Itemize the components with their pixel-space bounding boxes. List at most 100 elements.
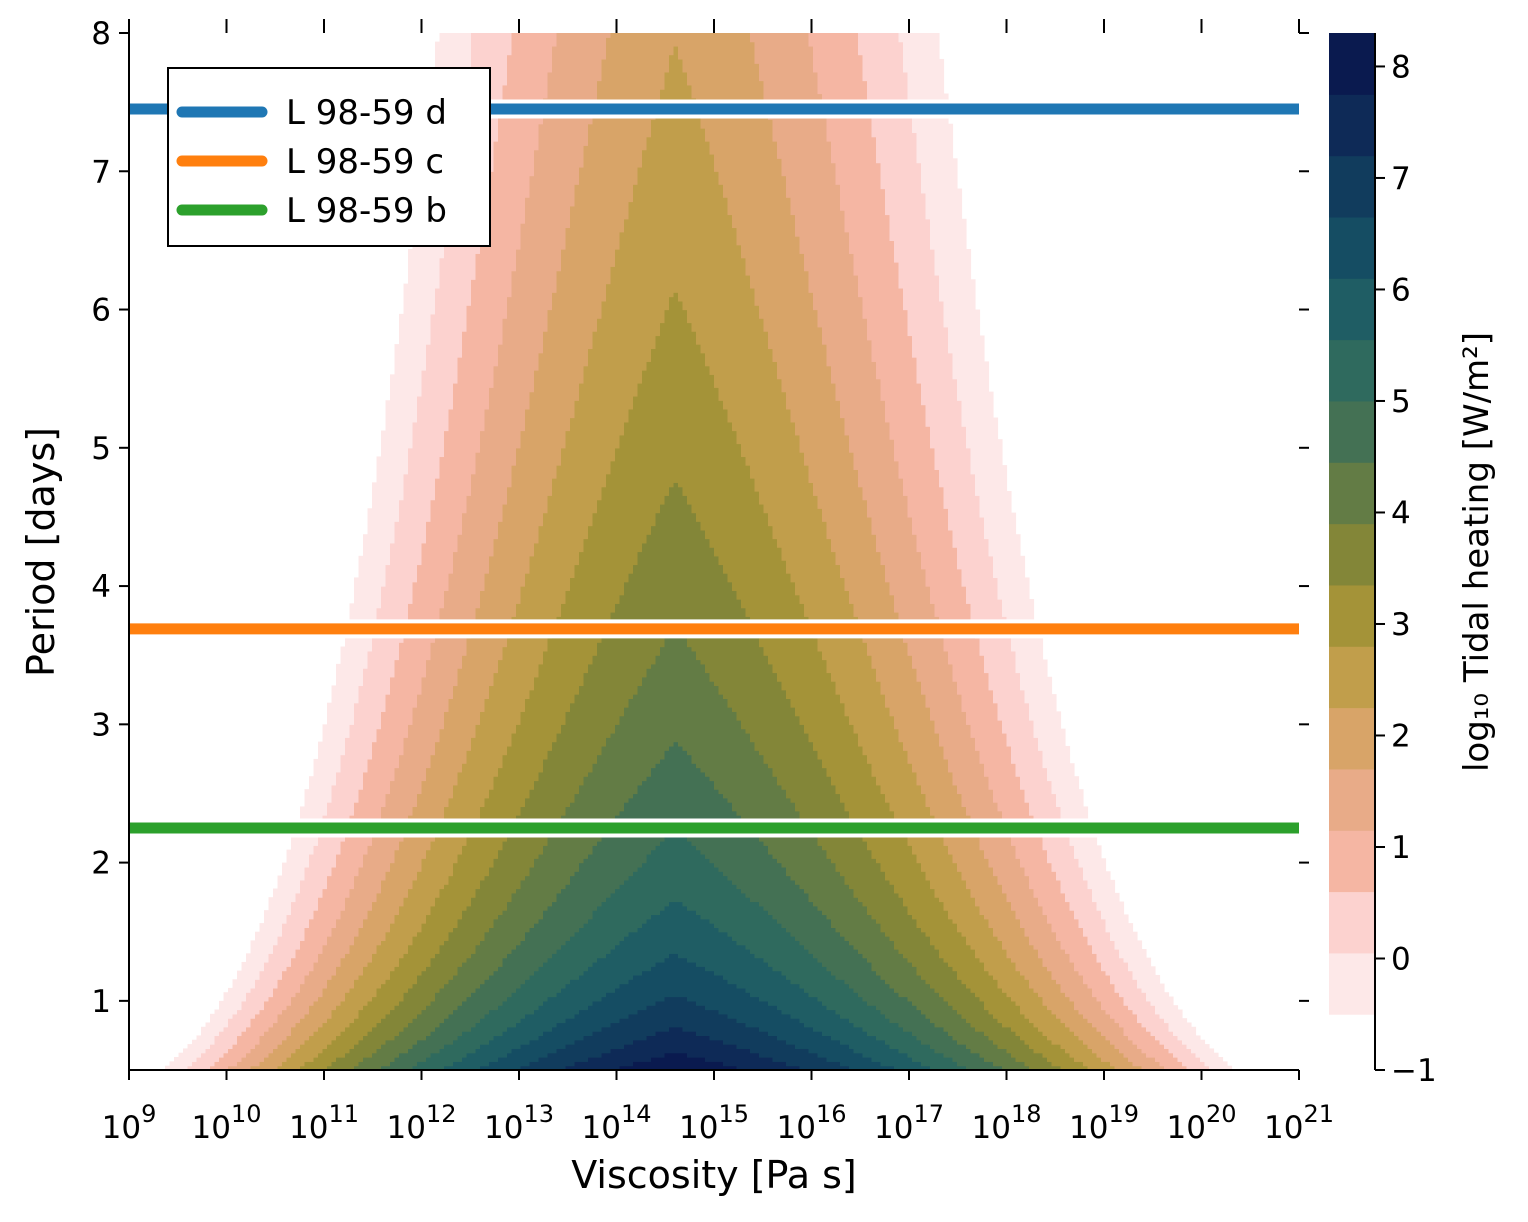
contour-cell xyxy=(304,927,310,976)
contour-cell xyxy=(790,707,796,803)
contour-cell xyxy=(705,970,711,1011)
contour-cell xyxy=(678,1052,684,1070)
contour-cell xyxy=(300,983,306,1019)
contour-cell xyxy=(871,858,877,920)
contour-cell xyxy=(952,1039,958,1062)
contour-cell xyxy=(705,776,711,859)
contour-cell xyxy=(376,607,382,730)
contour-cell xyxy=(273,1022,279,1049)
contour-cell xyxy=(381,586,387,712)
contour-cell xyxy=(925,1044,931,1067)
contour-cell xyxy=(498,1005,504,1037)
contour-cell xyxy=(358,927,364,976)
contour-cell xyxy=(651,1035,657,1058)
contour-cell xyxy=(543,1057,549,1070)
contour-cell xyxy=(453,685,459,786)
contour-cell xyxy=(826,1061,832,1070)
contour-cell xyxy=(606,283,612,475)
contour-cell xyxy=(1164,992,1170,1024)
contour-cell xyxy=(543,97,549,332)
contour-cell xyxy=(736,33,742,246)
contour-cell xyxy=(471,620,477,738)
contour-cell xyxy=(502,1057,508,1070)
contour-cell xyxy=(457,1061,463,1070)
contour-cell xyxy=(552,292,558,479)
contour-cell xyxy=(367,758,373,846)
contour-cell xyxy=(534,858,540,924)
contour-cell xyxy=(966,1022,972,1049)
contour-cell xyxy=(574,694,580,795)
contour-cell xyxy=(1042,1057,1048,1070)
contour-cell xyxy=(480,1065,486,1070)
contour-cell xyxy=(552,741,558,833)
contour-cell xyxy=(1065,832,1071,903)
contour-cell xyxy=(916,862,922,929)
contour-cell xyxy=(1092,832,1098,903)
contour-cell xyxy=(498,1035,504,1058)
contour-cell xyxy=(525,979,531,1015)
contour-cell xyxy=(385,871,391,933)
contour-cell xyxy=(471,737,477,829)
contour-cell xyxy=(187,1065,193,1070)
contour-cell xyxy=(462,845,468,911)
contour-cell xyxy=(862,957,868,1002)
contour-cell xyxy=(948,352,954,531)
contour-cell xyxy=(669,1026,675,1054)
contour-cell xyxy=(853,992,859,1028)
contour-cell xyxy=(430,905,436,959)
contour-cell xyxy=(921,404,927,570)
contour-cell xyxy=(691,650,697,764)
contour-cell xyxy=(889,1022,895,1049)
contour-cell xyxy=(840,802,846,877)
contour-cell xyxy=(579,1039,585,1062)
contour-cell xyxy=(655,961,661,1002)
contour-cell xyxy=(673,996,679,1028)
contour-cell xyxy=(597,754,603,842)
contour-cell xyxy=(291,1052,297,1070)
contour-cell xyxy=(1110,940,1116,985)
contour-cell xyxy=(637,1009,643,1041)
contour-cell xyxy=(903,309,909,496)
contour-cell xyxy=(840,875,846,937)
contour-cell xyxy=(822,1005,828,1037)
contour-cell xyxy=(817,1031,823,1058)
contour-cell xyxy=(804,270,810,466)
contour-cell xyxy=(372,953,378,998)
contour-cell xyxy=(543,512,549,652)
contour-cell xyxy=(430,642,436,756)
contour-cell xyxy=(574,931,580,980)
colorbar-band-11 xyxy=(1329,278,1375,341)
contour-cell xyxy=(1159,983,1165,1019)
contour-cell xyxy=(750,832,756,903)
contour-cell xyxy=(435,897,441,954)
contour-cell xyxy=(727,802,733,881)
contour-cell xyxy=(597,1057,603,1070)
contour-cell xyxy=(462,1057,468,1070)
contour-cell xyxy=(390,923,396,972)
contour-cell xyxy=(880,400,886,566)
contour-cell xyxy=(597,841,603,907)
contour-cell xyxy=(768,1005,774,1037)
contour-cell xyxy=(799,819,805,890)
contour-cell xyxy=(268,897,274,954)
contour-cell xyxy=(363,771,369,855)
contour-cell xyxy=(430,754,436,842)
contour-cell xyxy=(907,1031,913,1058)
contour-cell xyxy=(583,776,589,859)
contour-cell xyxy=(952,970,958,1011)
contour-cell xyxy=(435,1026,441,1054)
contour-cell xyxy=(979,763,985,851)
contour-cell xyxy=(592,512,598,656)
contour-cell xyxy=(376,1048,382,1070)
contour-cell xyxy=(466,1052,472,1070)
contour-cell xyxy=(853,616,859,734)
contour-cell xyxy=(907,845,913,916)
contour-cell xyxy=(309,918,315,972)
contour-cell xyxy=(597,1000,603,1032)
contour-cell xyxy=(966,724,972,816)
contour-cell xyxy=(799,888,805,946)
contour-cell xyxy=(1164,1022,1170,1049)
contour-cell xyxy=(669,832,675,903)
contour-cell xyxy=(1069,961,1075,1002)
contour-cell xyxy=(493,1061,499,1070)
